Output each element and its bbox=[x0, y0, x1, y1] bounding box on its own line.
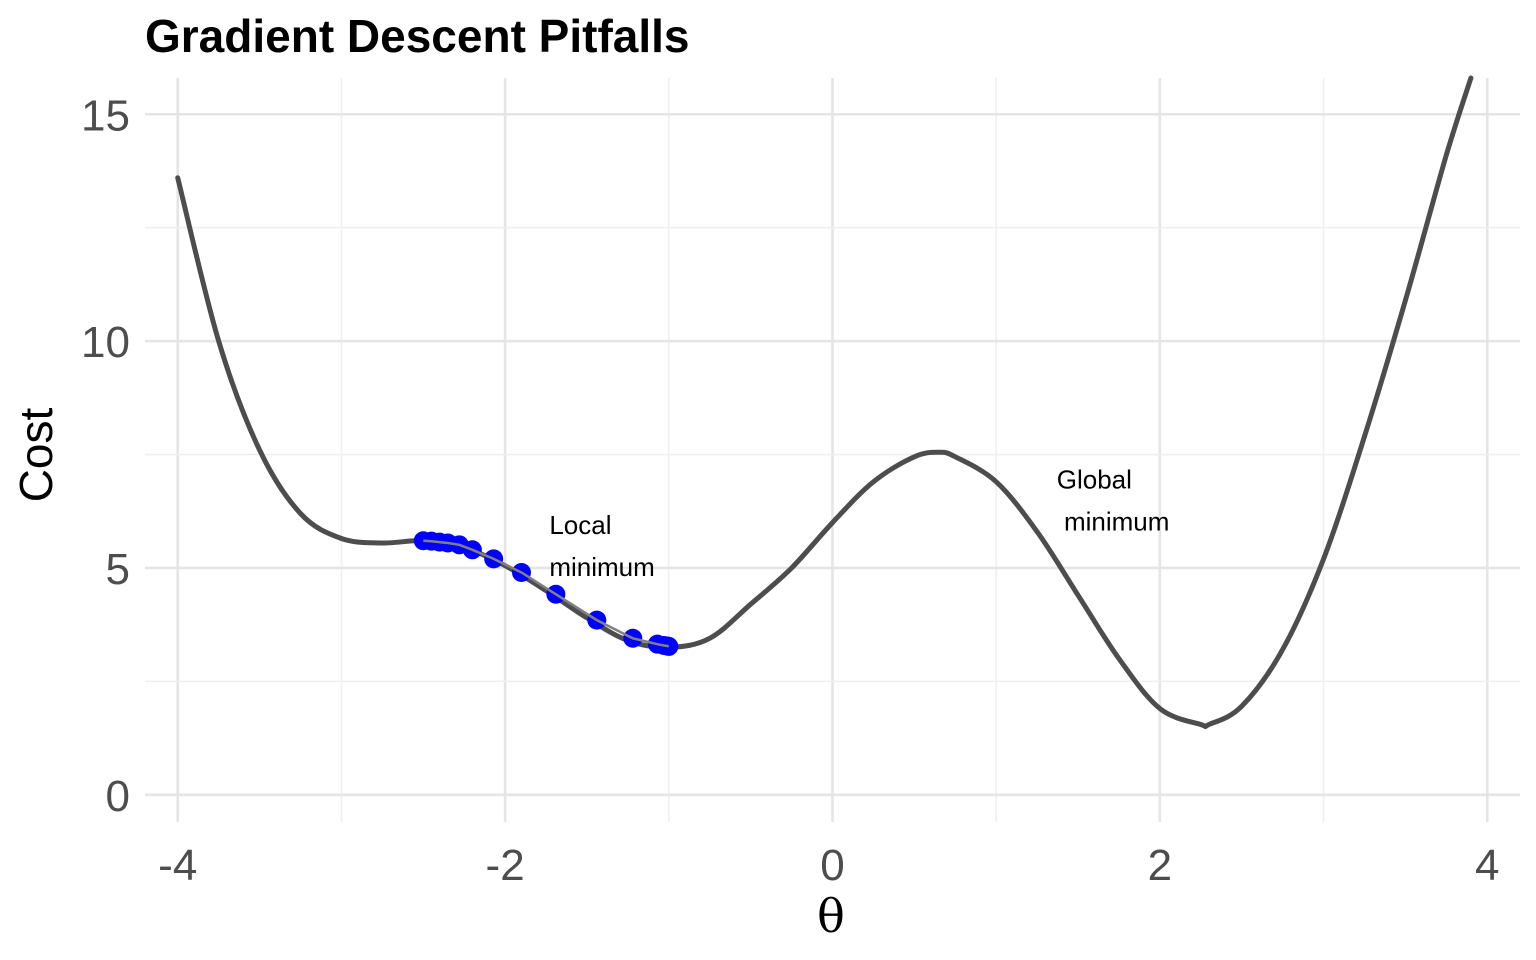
annotation-label: Local minimum bbox=[549, 510, 654, 582]
y-tick-label: 5 bbox=[106, 545, 130, 594]
x-axis-title: θ bbox=[817, 889, 845, 943]
annotation-line: minimum bbox=[1057, 507, 1170, 537]
x-tick-label: 2 bbox=[1148, 841, 1172, 890]
descent-path bbox=[423, 539, 670, 648]
x-tick-label: -4 bbox=[158, 841, 197, 890]
axis-ticks: -4 -2 0 2 4 0 5 10 15 bbox=[81, 91, 1499, 890]
y-tick-label: 10 bbox=[81, 318, 130, 367]
y-tick-label: 0 bbox=[106, 772, 130, 821]
annotation-line: Local bbox=[549, 510, 611, 540]
descent-point bbox=[659, 636, 679, 656]
chart-title: Gradient Descent Pitfalls bbox=[145, 10, 690, 62]
y-tick-label: 15 bbox=[81, 91, 130, 140]
y-axis-title: Cost bbox=[10, 407, 62, 502]
annotation-label: Global minimum bbox=[1057, 465, 1170, 537]
x-tick-label: 4 bbox=[1475, 841, 1499, 890]
grid bbox=[145, 78, 1520, 822]
cost-curve bbox=[175, 75, 1474, 730]
annotation-line: Global bbox=[1057, 465, 1132, 495]
annotation-line: minimum bbox=[549, 552, 654, 582]
x-tick-label: 0 bbox=[820, 841, 844, 890]
x-tick-label: -2 bbox=[486, 841, 525, 890]
